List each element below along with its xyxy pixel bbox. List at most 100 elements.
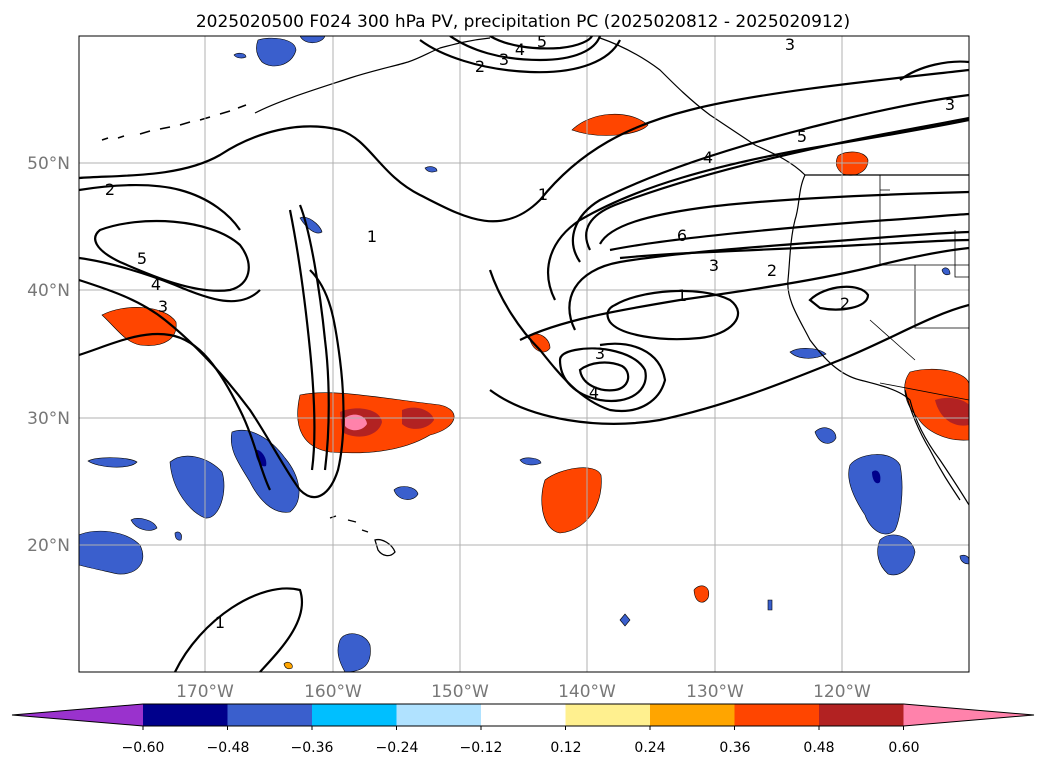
- pv-contour-20: [519, 246, 969, 341]
- colorbar-segment: [650, 704, 735, 726]
- negative-precip-area: [519, 457, 542, 466]
- negative-precip-area: [814, 427, 837, 444]
- panhandle-coastline: [599, 37, 969, 506]
- contour-label: 4: [703, 148, 713, 167]
- contour-label: 1: [215, 613, 225, 632]
- colorbar-tick-label: 0.24: [634, 740, 665, 756]
- contour-label: 3: [945, 95, 955, 114]
- negative-precip-area: [959, 554, 969, 565]
- lon-label: 130°W: [686, 682, 744, 702]
- colorbar-tick-label: 0.48: [803, 740, 834, 756]
- colorbar-tick-label: −0.60: [122, 740, 165, 756]
- contour-label: 3: [709, 256, 719, 275]
- lat-label: 20°N: [27, 536, 70, 556]
- colorbar-extend-left: [12, 704, 143, 726]
- pv-contour-9: [488, 269, 667, 413]
- negative-precip-core: [872, 470, 881, 484]
- contour-label: 4: [515, 40, 525, 59]
- contour-label: 5: [797, 127, 807, 146]
- pv-contour-12: [606, 289, 740, 341]
- pv-contour-8: [288, 209, 316, 471]
- map-panel: 5 4 3 2 3 4 5 3 3 5 4 2 1 1 5 4 3 6 3 2 …: [79, 32, 969, 672]
- pv-contour-23: [419, 39, 621, 74]
- colorbar-segment: [227, 704, 312, 726]
- pv-contour-11: [578, 361, 630, 392]
- pv-contour-13: [568, 230, 969, 331]
- pv-contour-15: [571, 93, 969, 263]
- pv-contour-4: [79, 256, 261, 303]
- contour-label: 5: [537, 32, 547, 51]
- pv-contour-19: [619, 238, 969, 260]
- pv-contour-18: [609, 212, 969, 252]
- positive-precip-area: [283, 662, 293, 670]
- negative-precip-area: [169, 455, 225, 519]
- colorbar-tick-label: 0.36: [719, 740, 750, 756]
- lon-label: 160°W: [304, 682, 362, 702]
- lat-label: 50°N: [27, 154, 70, 174]
- contour-label: 2: [767, 261, 777, 280]
- colorbar-tick-labels: −0.60 −0.48 −0.36 −0.24 −0.12 0.12 0.24 …: [122, 740, 920, 756]
- positive-precip-core: [935, 397, 969, 426]
- pv-contour-16: [585, 116, 969, 251]
- colorbar-segment: [565, 704, 650, 726]
- contour-labels: 5 4 3 2 3 4 5 3 3 5 4 2 1 1 5 4 3 6 3 2 …: [105, 32, 955, 632]
- contour-label: 3: [595, 344, 605, 363]
- lat-label: 30°N: [27, 409, 70, 429]
- negative-precip-area: [767, 599, 773, 611]
- colorbar-tick-label: 0.12: [550, 740, 581, 756]
- colorbar-tick-label: −0.48: [207, 740, 250, 756]
- pv-contour-2: [79, 183, 241, 231]
- pv-contour-6: [79, 332, 271, 491]
- pv-contour-14: [547, 118, 969, 301]
- positive-precip-area: [541, 467, 602, 534]
- pv-contour-22: [808, 285, 870, 311]
- alaska-coastline: [254, 37, 491, 114]
- pv-contour-24: [449, 36, 602, 62]
- colorbar-segment: [734, 704, 819, 726]
- pv-contour-17: [599, 190, 969, 245]
- contour-label: 1: [367, 227, 377, 246]
- lon-label: 140°W: [558, 682, 616, 702]
- pv-contours: [79, 36, 969, 672]
- contour-label: 5: [137, 249, 147, 268]
- colorbar-tick-label: −0.24: [376, 740, 419, 756]
- positive-precip-peak: [345, 414, 367, 431]
- lat-label: 40°N: [27, 281, 70, 301]
- negative-precip-area: [619, 613, 631, 627]
- colorbar-tick-label: −0.12: [460, 740, 503, 756]
- positive-precip-area: [528, 333, 551, 353]
- colorbar-segments: [11, 703, 1035, 730]
- negative-precip-area: [130, 518, 158, 531]
- contour-label: 1: [677, 286, 687, 305]
- figure-title: 2025020500 F024 300 hPa PV, precipitatio…: [196, 12, 850, 32]
- colorbar-segment: [481, 704, 566, 726]
- pv-contour-26: [899, 60, 969, 81]
- negative-precip-area: [789, 348, 827, 359]
- contour-label: 3: [499, 50, 509, 69]
- contour-label: 1: [538, 185, 548, 204]
- colorbar-extend-right: [903, 704, 1034, 726]
- colorbar-segment: [396, 704, 481, 726]
- latitude-labels: 50°N 40°N 30°N 20°N: [27, 154, 70, 556]
- pv-contour-5: [79, 269, 345, 499]
- negative-precip-area: [174, 531, 182, 541]
- negative-precip-area: [87, 457, 138, 468]
- negative-precip-area: [941, 267, 951, 276]
- pv-contour-27: [174, 587, 303, 672]
- contour-label: 2: [475, 57, 485, 76]
- colorbar-segment: [312, 704, 397, 726]
- contour-label: 6: [677, 226, 687, 245]
- pv-contour-10: [558, 347, 647, 403]
- negative-precip-area: [424, 166, 438, 173]
- contour-label: 2: [840, 294, 850, 313]
- contour-label: 2: [105, 180, 115, 199]
- negative-precip-area: [79, 530, 144, 575]
- contour-label: 4: [151, 275, 161, 294]
- lon-label: 170°W: [176, 682, 234, 702]
- positive-precip-area: [835, 151, 869, 176]
- contour-label: 3: [785, 35, 795, 54]
- pv-contour-25: [489, 36, 593, 50]
- colorbar-tick-label: 0.60: [888, 740, 919, 756]
- contour-label: 3: [158, 297, 168, 316]
